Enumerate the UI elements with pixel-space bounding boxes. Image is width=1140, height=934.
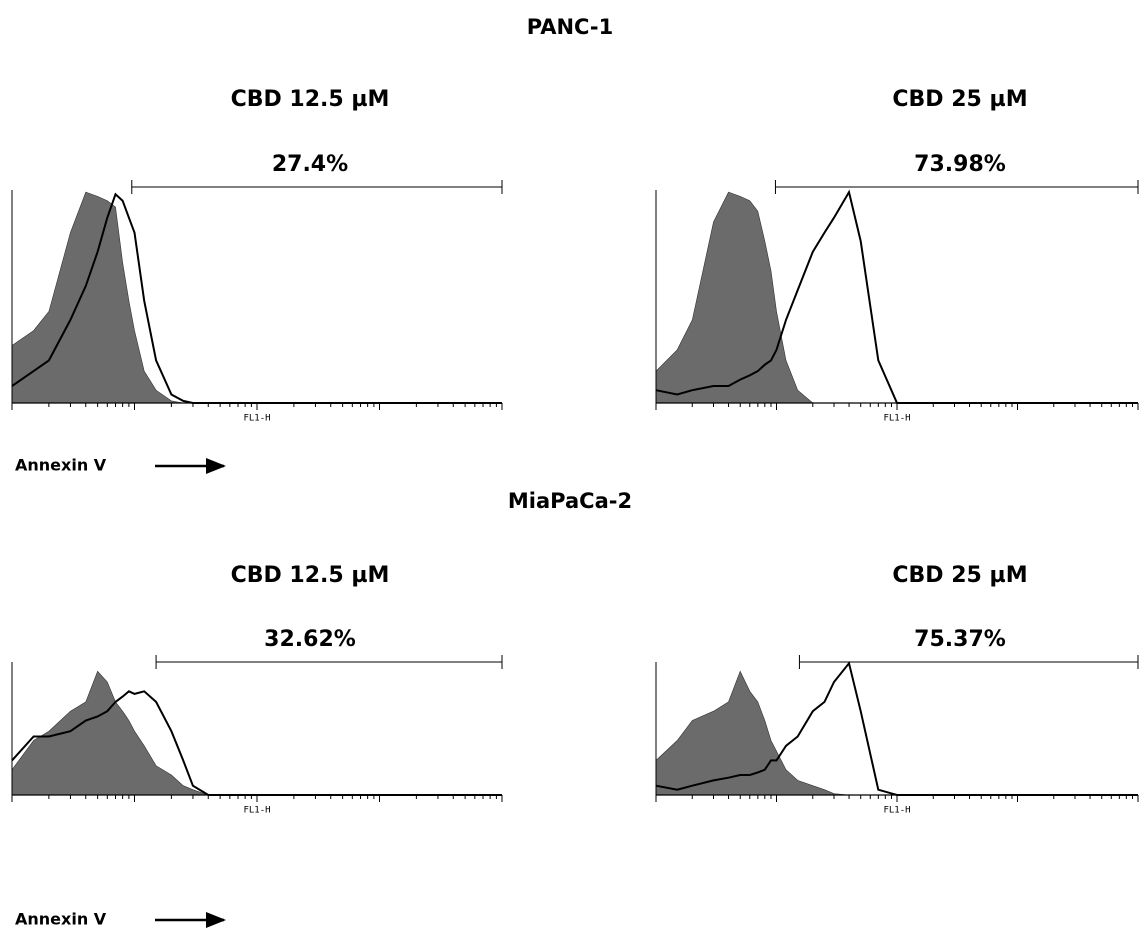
gate-percent: 73.98% bbox=[914, 152, 1006, 177]
treated-line bbox=[655, 661, 1138, 796]
treated-line bbox=[655, 189, 1138, 404]
x-axis-label: FL1-H bbox=[883, 806, 910, 816]
chart-title: CBD 25 µM bbox=[892, 563, 1027, 588]
control-area bbox=[11, 670, 502, 796]
chart-title: CBD 25 µM bbox=[892, 87, 1027, 112]
control-area bbox=[11, 191, 502, 404]
x-axis-label: FL1-H bbox=[243, 414, 270, 424]
control-area bbox=[655, 191, 1138, 404]
control-area bbox=[655, 670, 1138, 796]
x-caption: Annexin V bbox=[15, 910, 107, 929]
gate-percent: 32.62% bbox=[264, 627, 356, 652]
x-caption: Annexin V bbox=[15, 456, 107, 475]
chart-title: CBD 12.5 µM bbox=[231, 563, 390, 588]
x-axis-label: FL1-H bbox=[883, 414, 910, 424]
chart-title: CBD 12.5 µM bbox=[231, 87, 390, 112]
x-axis-label: FL1-H bbox=[243, 806, 270, 816]
group-title: MiaPaCa-2 bbox=[508, 489, 632, 513]
gate-percent: 27.4% bbox=[272, 152, 348, 177]
gate-percent: 75.37% bbox=[914, 627, 1006, 652]
group-title: PANC-1 bbox=[527, 15, 614, 39]
